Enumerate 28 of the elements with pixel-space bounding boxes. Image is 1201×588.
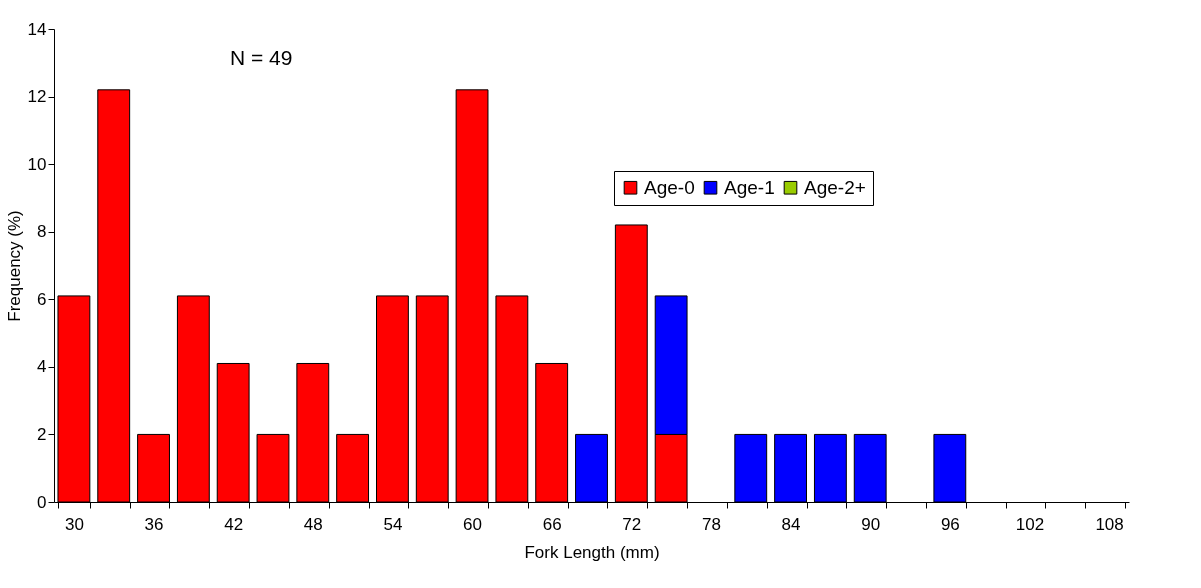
x-tick-label: 78 <box>701 514 721 534</box>
y-tick-label: 14 <box>27 19 47 39</box>
y-tick-label: 12 <box>27 87 47 107</box>
x-tick-label: 72 <box>622 514 642 534</box>
x-tick-label: 90 <box>861 514 881 534</box>
x-tick-label: 84 <box>781 514 801 534</box>
y-axis-title: Frequency (%) <box>4 210 24 322</box>
x-tick-label: 42 <box>224 514 244 534</box>
x-tick-label: 60 <box>463 514 483 534</box>
x-tick-label: 54 <box>383 514 403 534</box>
y-tick-label: 2 <box>37 424 47 444</box>
legend-label: Age-1 <box>724 176 775 198</box>
x-axis-title: Fork Length (mm) <box>524 542 660 562</box>
x-tick-label: 108 <box>1095 514 1124 534</box>
x-tick-label: 96 <box>940 514 960 534</box>
annotation: N = 49 <box>230 46 293 69</box>
x-tick-label: 66 <box>542 514 562 534</box>
y-tick-label: 0 <box>37 492 47 512</box>
legend-label: Age-0 <box>644 176 695 198</box>
x-tick-label: 102 <box>1015 514 1045 534</box>
y-tick-label: 6 <box>37 289 47 309</box>
x-tick-label: 48 <box>303 514 323 534</box>
x-tick-label: 30 <box>64 514 84 534</box>
y-tick-label: 4 <box>37 357 47 377</box>
y-tick-label: 10 <box>27 154 47 174</box>
y-tick-label: 8 <box>37 222 47 242</box>
legend-label: Age-2+ <box>804 176 866 198</box>
x-tick-label: 36 <box>144 514 164 534</box>
